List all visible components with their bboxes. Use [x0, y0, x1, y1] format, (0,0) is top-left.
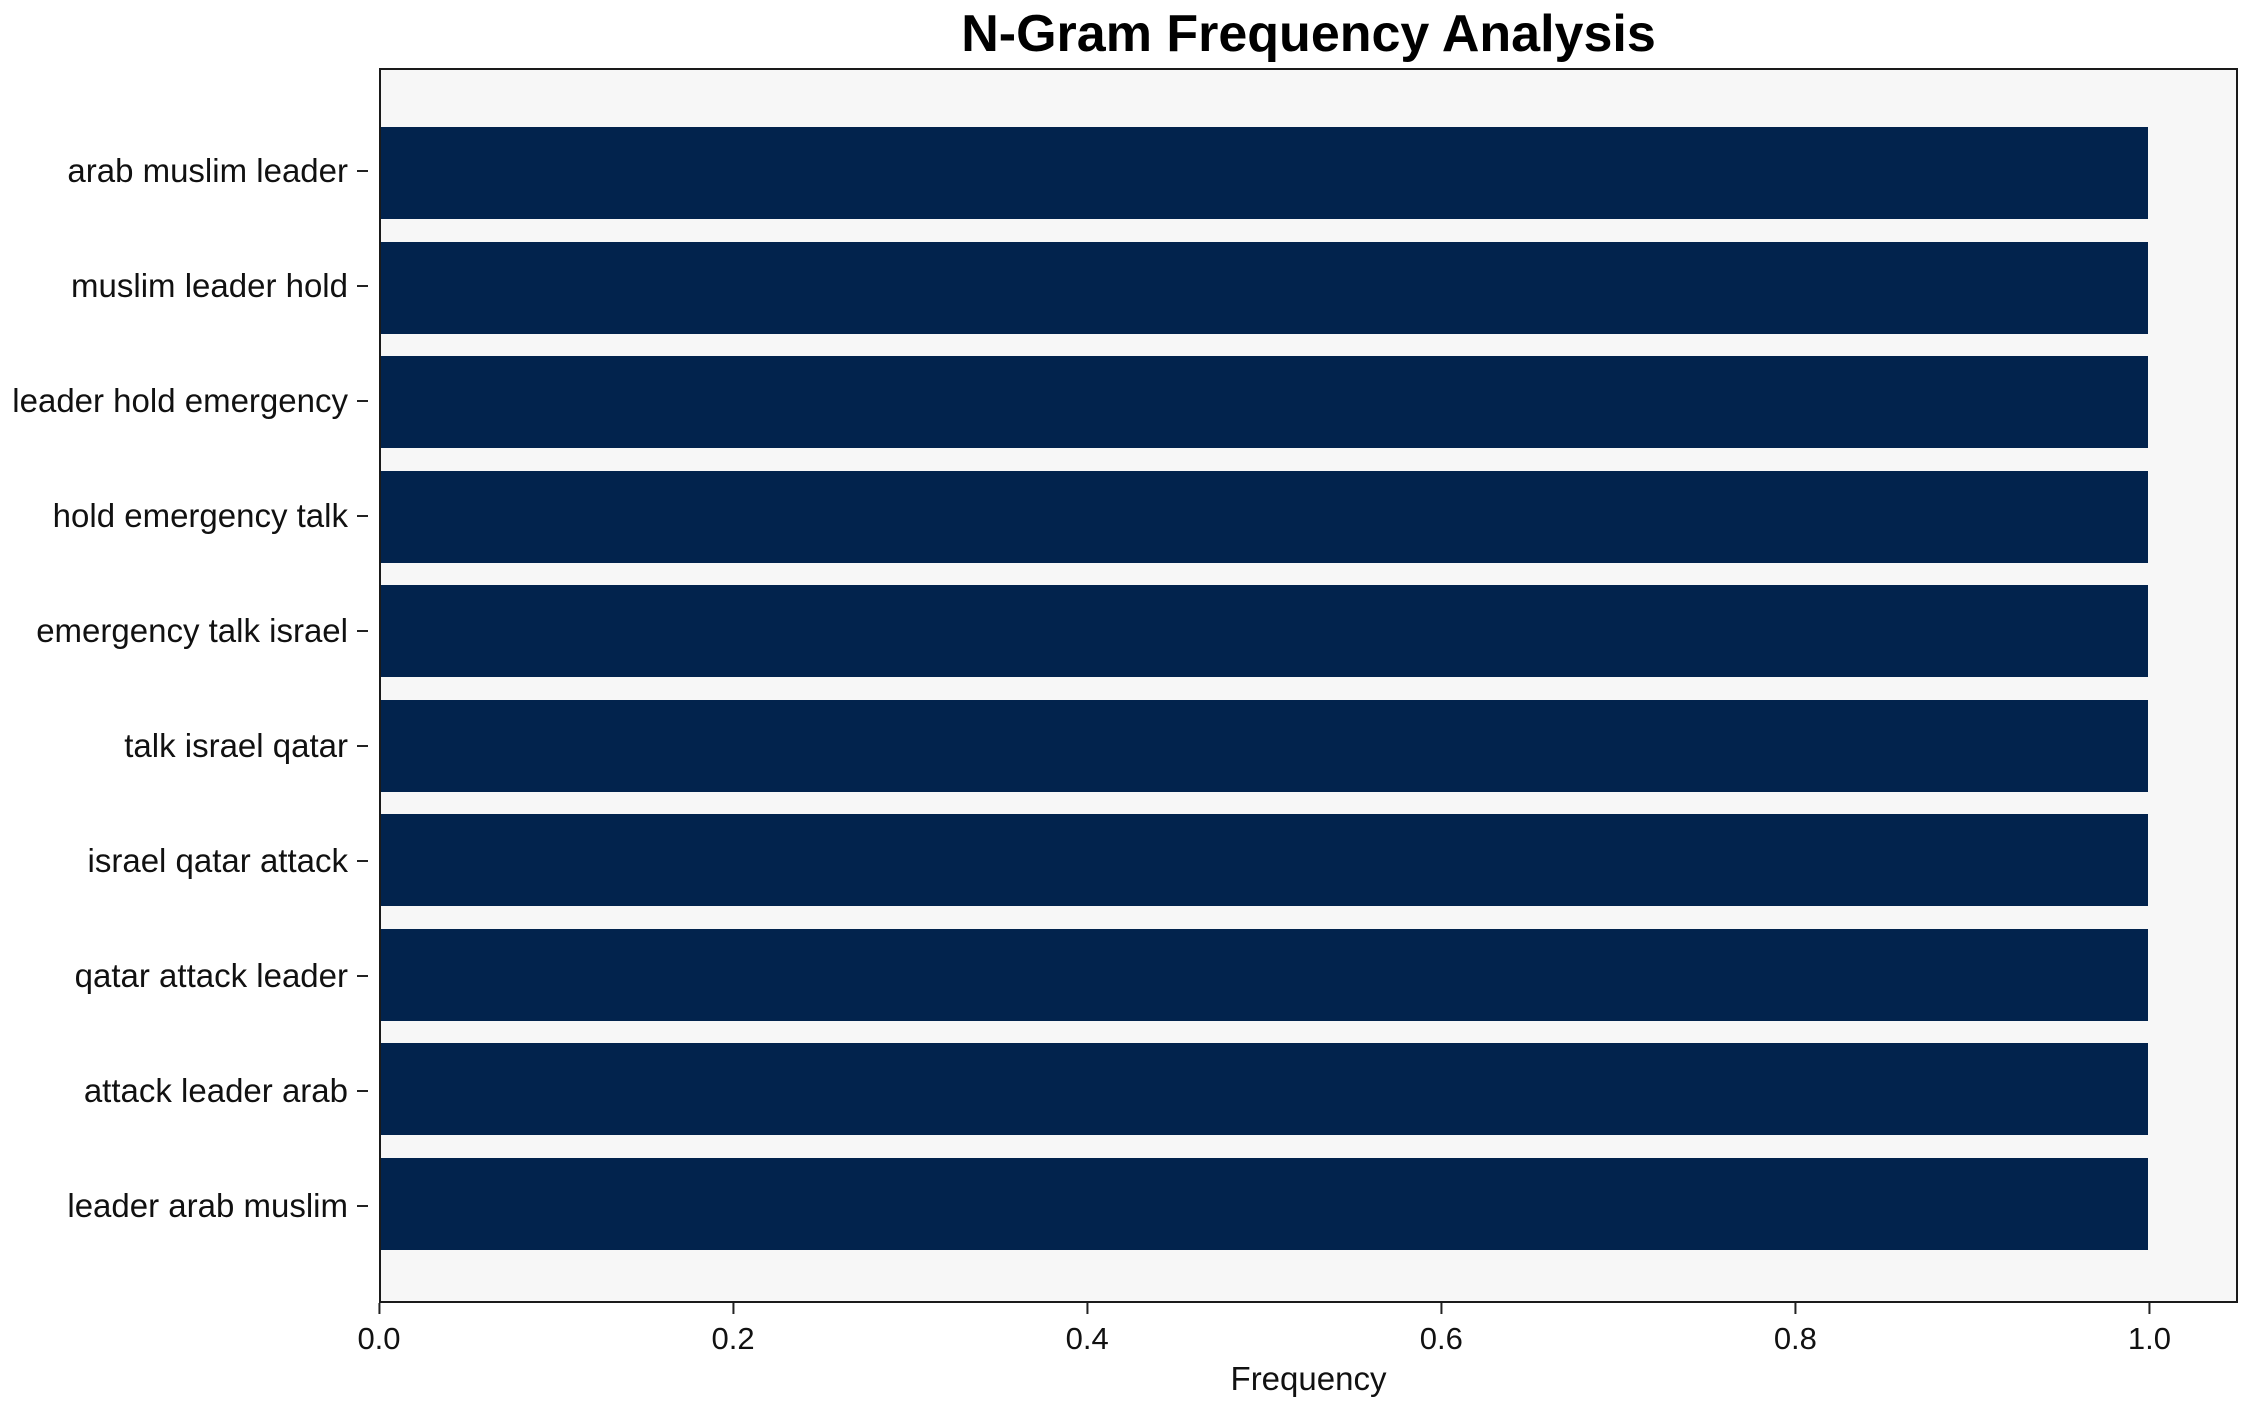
bars-container: [381, 70, 2236, 1301]
bar-row: [381, 689, 2236, 804]
bar-row: [381, 116, 2236, 231]
y-tick-mark: [357, 1089, 368, 1092]
x-tick-mark: [377, 1303, 380, 1314]
x-tick-label: 0.4: [1065, 1321, 1109, 1356]
bar-row: [381, 1147, 2236, 1262]
bar-row: [381, 460, 2236, 575]
y-tick-label: leader arab muslim: [67, 1186, 348, 1224]
y-tick-label: qatar attack leader: [74, 956, 348, 994]
x-tick: 0.2: [712, 1303, 755, 1357]
x-tick-label: 0.6: [1419, 1321, 1463, 1356]
y-tick-row: leader hold emergency: [0, 344, 368, 459]
y-tick-label: emergency talk israel: [36, 612, 348, 650]
y-tick-label: leader hold emergency: [12, 382, 348, 420]
y-tick-label: israel qatar attack: [87, 841, 348, 879]
y-tick-label: talk israel qatar: [124, 726, 348, 764]
x-tick-mark: [2148, 1303, 2151, 1314]
y-tick-mark: [357, 1204, 368, 1207]
y-tick-row: talk israel qatar: [0, 689, 368, 804]
y-tick-label: attack leader arab: [83, 1071, 348, 1109]
x-tick: 0.6: [1420, 1303, 1463, 1357]
x-tick: 1.0: [2128, 1303, 2171, 1357]
y-tick-mark: [357, 170, 368, 173]
bar-row: [381, 231, 2236, 346]
y-tick-mark: [357, 515, 368, 518]
x-tick-label: 0.0: [357, 1321, 401, 1356]
x-tick-label: 0.8: [1773, 1321, 1817, 1356]
bar-row: [381, 803, 2236, 918]
bar: [381, 127, 2148, 220]
y-tick-label: hold emergency talk: [52, 497, 348, 535]
x-tick-mark: [732, 1303, 735, 1314]
x-tick-mark: [1794, 1303, 1797, 1314]
y-tick-label: muslim leader hold: [71, 267, 348, 305]
bar-row: [381, 345, 2236, 460]
x-tick-mark: [1440, 1303, 1443, 1314]
bar-row: [381, 574, 2236, 689]
y-tick-row: qatar attack leader: [0, 918, 368, 1033]
bar: [381, 241, 2148, 334]
bar: [381, 699, 2148, 792]
x-tick-label: 1.0: [2127, 1321, 2172, 1356]
y-tick-row: hold emergency talk: [0, 459, 368, 574]
y-tick-row: israel qatar attack: [0, 803, 368, 918]
y-tick-label: arab muslim leader: [67, 152, 348, 190]
y-tick-row: leader arab muslim: [0, 1148, 368, 1263]
bar: [381, 470, 2148, 563]
bar: [381, 814, 2148, 907]
y-tick-mark: [357, 744, 368, 747]
bar-row: [381, 918, 2236, 1033]
y-tick-mark: [357, 974, 368, 977]
y-tick-mark: [357, 630, 368, 633]
y-tick-mark: [357, 859, 368, 862]
y-tick-row: attack leader arab: [0, 1033, 368, 1148]
bar: [381, 356, 2148, 449]
bar: [381, 1043, 2148, 1136]
y-tick-mark: [357, 285, 368, 288]
x-axis-ticks: 0.0 0.2 0.4 0.6 0.8 1.0: [357, 1303, 2238, 1373]
x-tick: 0.8: [1774, 1303, 1817, 1357]
y-tick-row: arab muslim leader: [0, 114, 368, 229]
y-axis-labels: arab muslim leader muslim leader hold lead…: [0, 68, 368, 1303]
chart-title: N-Gram Frequency Analysis: [961, 5, 1656, 63]
x-axis-label: Frequency: [1230, 1360, 1387, 1397]
y-tick-row: emergency talk israel: [0, 574, 368, 689]
x-tick: 0.4: [1066, 1303, 1109, 1357]
x-tick: 0.0: [357, 1303, 401, 1357]
plot-area: [379, 68, 2238, 1303]
x-tick-mark: [1086, 1303, 1089, 1314]
y-tick-row: muslim leader hold: [0, 229, 368, 344]
y-tick-mark: [357, 400, 368, 403]
x-tick-label: 0.2: [711, 1321, 755, 1356]
bar: [381, 928, 2148, 1021]
bar-row: [381, 1032, 2236, 1147]
bar: [381, 1157, 2148, 1250]
bar: [381, 585, 2148, 678]
